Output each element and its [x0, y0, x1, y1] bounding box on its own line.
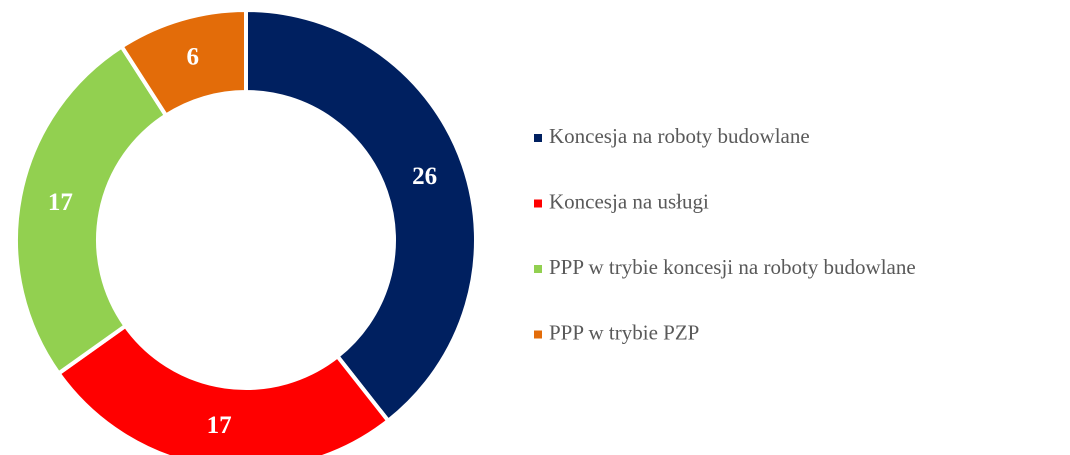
legend-label: PPP w trybie PZP: [549, 320, 699, 344]
legend-label: PPP w trybie koncesji na roboty budowlan…: [549, 255, 916, 279]
legend-marker: [534, 134, 542, 142]
legend-marker: [534, 265, 542, 273]
data-label: 17: [48, 189, 73, 216]
legend-marker: [534, 330, 542, 339]
legend-marker: [534, 199, 542, 208]
donut-segment: [55, 323, 391, 455]
donut-segment: [118, 7, 248, 119]
donut-segment: [244, 7, 478, 424]
donut-segment: [14, 43, 169, 377]
data-label: 17: [207, 412, 232, 439]
data-label: 6: [187, 43, 200, 70]
legend-label: Koncesja na roboty budowlane: [549, 124, 810, 148]
data-label: 26: [412, 163, 437, 190]
legend-label: Koncesja na usługi: [549, 189, 709, 213]
